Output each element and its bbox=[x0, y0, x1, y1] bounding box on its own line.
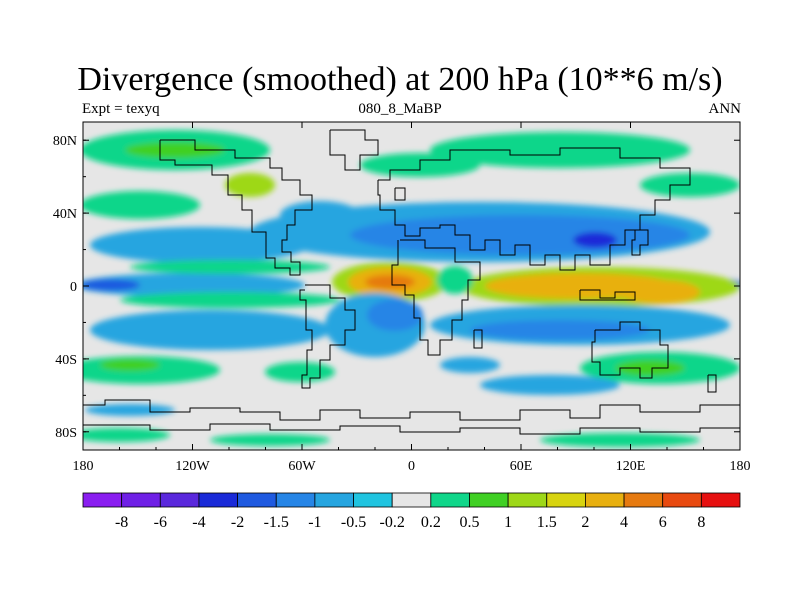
experiment-label: Expt = texyq bbox=[82, 101, 160, 117]
x-tick-label: 180 bbox=[73, 459, 94, 474]
divergence-region bbox=[620, 280, 700, 304]
colorbar-swatch bbox=[469, 492, 509, 508]
colorbar-swatch bbox=[198, 492, 238, 508]
colorbar-swatch bbox=[507, 492, 548, 508]
divergence-region bbox=[125, 142, 225, 158]
colorbar-label: 4 bbox=[620, 514, 628, 531]
colorbar-swatch bbox=[391, 492, 432, 508]
convergence-region bbox=[280, 201, 360, 229]
x-tick-label: 60E bbox=[510, 459, 533, 474]
convergence-region bbox=[440, 357, 500, 373]
x-tick-label: 60W bbox=[288, 459, 316, 474]
convergence-region bbox=[90, 227, 310, 263]
divergence-region bbox=[225, 173, 275, 197]
convergence-region bbox=[480, 375, 620, 395]
divergence-region bbox=[130, 260, 330, 274]
coastline-japan bbox=[631, 229, 649, 256]
coastline-north-america bbox=[159, 139, 313, 276]
y-tick-label: 80S bbox=[55, 426, 77, 441]
colorbar-label: 2 bbox=[581, 514, 589, 531]
divergence-region bbox=[83, 428, 170, 442]
convergence-region bbox=[85, 404, 175, 416]
season-label: ANN bbox=[708, 101, 742, 117]
coastline-south-america bbox=[299, 284, 356, 389]
convergence-region bbox=[573, 232, 617, 248]
divergence-region bbox=[265, 362, 335, 382]
colorbar-label: -1.5 bbox=[264, 514, 289, 531]
convergence-region bbox=[83, 273, 305, 297]
coastline-madagascar bbox=[473, 329, 483, 349]
colorbar-swatch bbox=[662, 492, 702, 508]
divergence-region bbox=[540, 433, 700, 447]
coastline-antarctica bbox=[83, 399, 740, 421]
divergence-region bbox=[83, 191, 200, 219]
coastline-sea-ice-edge bbox=[83, 423, 740, 435]
y-tick-label: 40N bbox=[53, 207, 77, 222]
colorbar-label: 6 bbox=[659, 514, 667, 531]
coastline-greenland bbox=[329, 129, 379, 171]
divergence-region bbox=[120, 292, 340, 308]
coastline-australia bbox=[591, 321, 669, 379]
coastline-indonesia bbox=[579, 289, 636, 301]
convergence-region bbox=[470, 320, 650, 340]
convergence-region bbox=[367, 299, 423, 331]
coastline-eurasia bbox=[377, 147, 691, 271]
coastlines bbox=[83, 129, 740, 435]
y-axis: 80N 40N 0 40S 80S bbox=[53, 134, 740, 441]
convergence-region bbox=[350, 215, 690, 255]
colorbar-swatch bbox=[430, 492, 470, 508]
colorbar-label: -2 bbox=[231, 514, 244, 531]
colorbar-label: 8 bbox=[697, 514, 705, 531]
colorbar-label: -0.2 bbox=[380, 514, 405, 531]
y-tick-label: 40S bbox=[55, 353, 77, 368]
divergence-region bbox=[437, 266, 473, 294]
colorbar-swatch bbox=[700, 492, 741, 508]
colorbar-swatch bbox=[546, 492, 586, 508]
colorbar-label: 1.5 bbox=[537, 514, 557, 531]
colorbar-label: 0.2 bbox=[421, 514, 441, 531]
period-label: 080_8_MaBP bbox=[358, 101, 442, 117]
colorbar-swatch bbox=[314, 492, 354, 508]
plot-title: Divergence (smoothed) at 200 hPa (10**6 … bbox=[77, 61, 723, 98]
convergence-region bbox=[90, 310, 330, 350]
divergence-field bbox=[83, 122, 740, 450]
x-tick-label: 120E bbox=[616, 459, 646, 474]
colorbar-swatch bbox=[275, 492, 316, 508]
colorbar-label: 1 bbox=[504, 514, 512, 531]
colorbar-label: -8 bbox=[115, 514, 128, 531]
colorbar-swatch bbox=[623, 492, 664, 508]
colorbar-swatch bbox=[585, 492, 625, 508]
x-tick-label: 180 bbox=[730, 459, 751, 474]
y-tick-label: 80N bbox=[53, 134, 77, 149]
divergence-region bbox=[365, 275, 415, 289]
coastline-africa bbox=[391, 239, 481, 356]
divergence-region bbox=[210, 434, 330, 446]
colorbar-label: 0.5 bbox=[459, 514, 479, 531]
colorbar-label: -4 bbox=[192, 514, 205, 531]
convergence-region bbox=[83, 279, 140, 291]
coastline-uk bbox=[394, 187, 406, 201]
colorbar-swatch bbox=[82, 492, 123, 508]
x-axis: 180 120W 60W 0 60E 120E 180 bbox=[73, 122, 751, 474]
y-tick-label: 0 bbox=[70, 280, 77, 295]
colorbar-swatch bbox=[159, 492, 200, 508]
colorbar-swatch bbox=[237, 492, 277, 508]
colorbar-label: -6 bbox=[154, 514, 167, 531]
coastline-new-zealand bbox=[707, 374, 717, 393]
colorbar-label: -1 bbox=[308, 514, 321, 531]
colorbar: -8 -6 -4 -2 -1.5 -1 -0.5 -0.2 0.2 0.5 1 1.5 2 4 6 8 bbox=[82, 492, 741, 531]
divergence-region bbox=[100, 359, 160, 371]
x-tick-label: 0 bbox=[408, 459, 415, 474]
colorbar-label: -0.5 bbox=[341, 514, 366, 531]
colorbar-swatch bbox=[121, 492, 161, 508]
colorbar-swatch bbox=[353, 492, 393, 508]
x-tick-label: 120W bbox=[175, 459, 210, 474]
